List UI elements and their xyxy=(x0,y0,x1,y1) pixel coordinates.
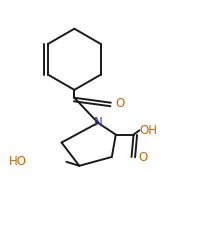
Text: N: N xyxy=(94,116,102,129)
Text: OH: OH xyxy=(139,124,157,137)
Text: HO: HO xyxy=(9,155,27,168)
Text: O: O xyxy=(116,97,125,110)
Text: O: O xyxy=(138,151,148,164)
